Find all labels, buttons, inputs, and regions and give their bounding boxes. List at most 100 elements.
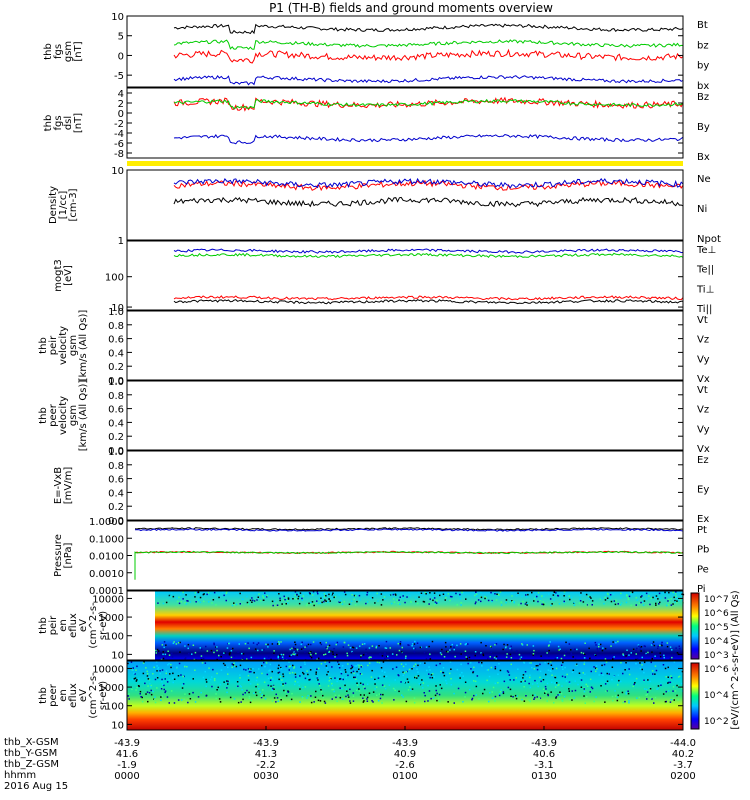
spectrogram-speckle xyxy=(240,592,243,594)
spectrogram-speckle xyxy=(212,668,214,671)
spectrogram-speckle xyxy=(155,652,157,654)
spectrogram-speckle xyxy=(192,691,194,694)
spectrogram-speckle xyxy=(282,653,285,656)
spectrogram-speckle xyxy=(487,669,489,671)
spectrogram-speckle xyxy=(630,652,632,654)
x-tick-value: 0130 xyxy=(531,771,556,782)
spectrogram-speckle xyxy=(130,661,133,663)
spectrogram-speckle xyxy=(517,668,519,670)
spectrogram-speckle xyxy=(392,668,394,670)
spectrogram-speckle xyxy=(656,688,658,690)
spectrogram-speckle xyxy=(606,680,609,682)
x-tick-value: -43.9 xyxy=(253,738,279,749)
y-tick-label: 10 xyxy=(111,303,124,314)
y-tick-label: 0.0 xyxy=(108,516,124,527)
spectrogram-speckle xyxy=(159,672,161,675)
spectrogram-speckle xyxy=(248,647,250,650)
spectrogram-speckle xyxy=(308,679,310,681)
spectrogram-speckle xyxy=(157,602,159,604)
spectrogram-speckle xyxy=(612,658,614,660)
spectrogram-speckle xyxy=(339,687,341,689)
spectrogram-speckle xyxy=(297,597,300,599)
spectrogram-speckle xyxy=(655,602,657,605)
spectrogram-speckle xyxy=(332,592,334,594)
spectrogram-speckle xyxy=(562,661,564,664)
spectrogram-speckle xyxy=(164,678,166,680)
spectrogram-speckle xyxy=(617,603,619,605)
spectrogram-speckle xyxy=(678,675,681,678)
spectrogram-speckle xyxy=(365,602,367,605)
spectrogram-speckle xyxy=(456,604,458,606)
spectrogram-speckle xyxy=(219,701,222,703)
spectrogram-speckle xyxy=(213,642,215,645)
spectrogram-speckle xyxy=(587,595,590,598)
spectrogram-speckle xyxy=(153,698,156,701)
spectrogram-speckle xyxy=(352,646,354,648)
spectrogram-speckle xyxy=(600,597,603,600)
spectrogram-speckle xyxy=(280,667,282,670)
spectrogram-speckle xyxy=(299,597,301,599)
spectrogram-speckle xyxy=(428,666,430,668)
spectrogram-speckle xyxy=(480,596,483,599)
spectrogram-speckle xyxy=(186,666,188,668)
spectrogram-speckle xyxy=(163,646,165,649)
spectrogram-speckle xyxy=(136,686,138,689)
spectrogram-speckle xyxy=(304,686,307,688)
spectrogram-speckle xyxy=(630,604,632,607)
spectrogram-speckle xyxy=(672,690,674,692)
spectrogram-speckle xyxy=(323,700,326,703)
spectrogram-speckle xyxy=(383,685,386,687)
spectrogram-speckle xyxy=(291,671,294,674)
spectrogram-speckle xyxy=(327,685,330,687)
spectrogram-speckle xyxy=(645,598,648,600)
spectrogram-speckle xyxy=(571,699,573,701)
spectrogram-speckle xyxy=(529,674,531,676)
spectrogram-speckle xyxy=(251,597,253,599)
spectrogram-speckle xyxy=(231,666,233,668)
spectrogram-speckle xyxy=(594,667,597,669)
spectrogram-speckle xyxy=(569,682,571,684)
date-label: 2016 Aug 15 xyxy=(4,781,69,792)
spectrogram-speckle xyxy=(437,697,440,700)
spectrogram-speckle xyxy=(433,603,436,606)
spectrogram-speckle xyxy=(635,677,638,680)
y-axis-label: peer xyxy=(48,683,59,707)
spectrogram-speckle xyxy=(679,599,682,601)
spectrogram-speckle xyxy=(667,604,670,606)
spectrogram-speckle xyxy=(450,684,453,686)
spectrogram-speckle xyxy=(267,684,270,687)
spectrogram-speckle xyxy=(164,690,167,692)
spectrogram-speckle xyxy=(309,678,311,681)
spectrogram-speckle xyxy=(494,667,497,670)
spectrogram-speckle xyxy=(655,603,658,605)
spectrogram-speckle xyxy=(483,688,486,691)
spectrogram-speckle xyxy=(168,654,171,656)
spectrogram-speckle xyxy=(590,686,593,688)
spectrogram-speckle xyxy=(524,680,526,682)
spectrogram-speckle xyxy=(265,661,268,663)
spectrogram-speckle xyxy=(628,700,630,702)
y-tick-label: 0.8 xyxy=(108,461,124,472)
spectrogram-speckle xyxy=(649,689,651,691)
spectrogram-speckle xyxy=(612,699,614,702)
spectrogram-speckle xyxy=(308,652,310,655)
spectrogram-speckle xyxy=(173,702,176,704)
spectrogram-speckle xyxy=(213,591,216,594)
spectrogram-speckle xyxy=(526,675,528,677)
spectrogram-speckle xyxy=(235,603,238,606)
spectrogram-speckle xyxy=(289,648,291,651)
spectrogram-speckle xyxy=(267,646,269,648)
spectrogram-speckle xyxy=(394,593,397,595)
spectrogram-speckle xyxy=(330,678,332,680)
spectrogram-speckle xyxy=(365,653,367,655)
spectrogram-speckle xyxy=(656,647,659,650)
spectrogram-speckle xyxy=(269,663,272,666)
y-tick-label: 1.0 xyxy=(108,447,124,458)
spectrogram-speckle xyxy=(170,666,172,669)
spectrogram-speckle xyxy=(242,598,244,601)
spectrogram-speckle xyxy=(573,604,576,606)
spectrogram-speckle xyxy=(378,693,381,695)
colorbar-tick: 10^3 xyxy=(704,651,729,661)
spectrogram-speckle xyxy=(331,682,333,685)
spectrogram-speckle xyxy=(227,683,229,685)
